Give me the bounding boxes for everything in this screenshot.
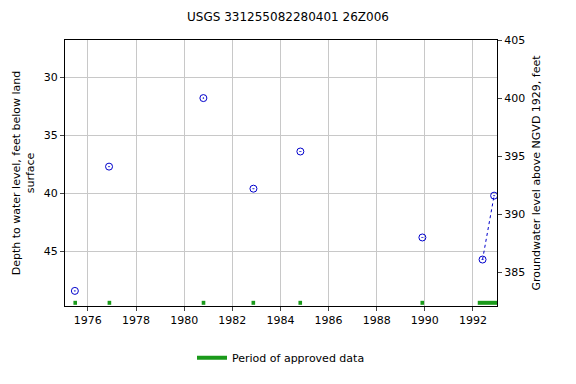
svg-text:Period of approved data: Period of approved data (232, 352, 364, 365)
svg-text:1986: 1986 (315, 314, 343, 327)
svg-text:Groundwater level above NGVD 1: Groundwater level above NGVD 1929, feet (530, 55, 543, 291)
svg-text:1988: 1988 (363, 314, 391, 327)
svg-text:1992: 1992 (459, 314, 487, 327)
svg-text:1980: 1980 (170, 314, 198, 327)
svg-text:40: 40 (44, 187, 58, 200)
svg-text:1984: 1984 (266, 314, 294, 327)
svg-text:400: 400 (504, 92, 525, 105)
svg-text:1982: 1982 (218, 314, 246, 327)
svg-text:405: 405 (504, 34, 525, 47)
svg-text:35: 35 (44, 129, 58, 142)
svg-text:1990: 1990 (411, 314, 439, 327)
svg-text:1976: 1976 (74, 314, 102, 327)
svg-text:1978: 1978 (122, 314, 150, 327)
svg-text:385: 385 (504, 266, 525, 279)
svg-text:USGS 331255082280401 26Z006: USGS 331255082280401 26Z006 (187, 10, 389, 24)
svg-text:390: 390 (504, 208, 525, 221)
svg-text:395: 395 (504, 150, 525, 163)
svg-text:30: 30 (44, 71, 58, 84)
svg-text:45: 45 (44, 245, 58, 258)
svg-text:Depth to water level, feet bel: Depth to water level, feet below landsur… (10, 71, 37, 276)
